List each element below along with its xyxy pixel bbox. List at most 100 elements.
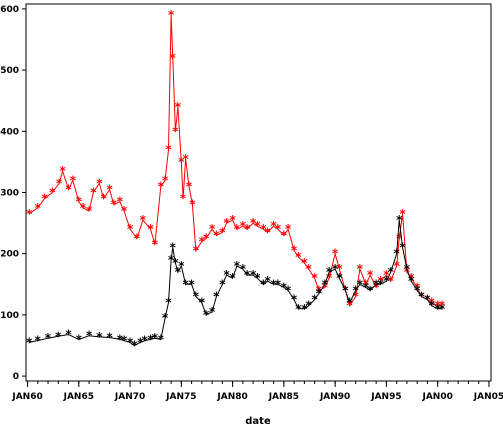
data-point: * [213,290,220,304]
y-tick-label: 600 [0,5,19,15]
data-point: * [362,280,369,294]
data-point: * [399,241,406,255]
data-point: * [100,192,107,206]
data-point: * [203,231,210,245]
data-point: * [438,299,445,313]
y-tick-label: 300 [0,189,19,199]
data-point: * [291,244,298,258]
data-point: * [233,222,240,236]
data-point: * [315,283,322,297]
data-point: * [291,293,298,307]
data-point: * [244,222,251,236]
data-point: * [172,256,179,270]
data-point: * [383,268,390,282]
data-point: * [336,262,343,276]
data-point: * [274,222,281,236]
data-point: * [147,332,154,346]
data-point: * [285,283,292,297]
data-point: * [264,225,271,239]
data-point: * [321,277,328,291]
data-point: * [285,222,292,236]
series-1: * ** *************************************… [26,8,446,313]
data-point: * [161,173,168,187]
data-point: * [120,334,127,348]
data-point: * [147,222,154,236]
data-point: * [270,219,277,233]
data-point: * [393,259,400,273]
data-point: * [373,280,380,294]
data-point: * [295,302,302,316]
data-point: * [352,283,359,297]
data-point: * [178,155,185,169]
data-point: * [377,277,384,291]
y-tick-label: 100 [0,311,19,321]
data-point: * [69,173,76,187]
data-point: * [280,280,287,294]
data-point: * [393,247,400,261]
data-point: * [403,265,410,279]
data-point: * [264,274,271,288]
data-point: * [399,207,406,221]
x-axis: JAN60 JAN65 JAN70 JAN75 JAN80 JAN85 JAN90 JAN95… [11,381,503,402]
data-point: * [188,277,195,291]
data-point: * [172,124,179,138]
data-point: * [192,290,199,304]
data-point: * [403,262,410,276]
x-axis-title: date [245,416,271,427]
data-point: * [438,302,445,316]
y-axis: 0 100 200 300 400 500 600 [0,5,26,382]
data-point: * [34,334,41,348]
data-point: * [34,201,41,215]
x-tick-label: JAN90 [319,392,350,402]
data-point: * [301,302,308,316]
data-point: * [367,268,374,282]
data-point: * [239,219,246,233]
data-point: * [198,234,205,248]
data-point: * [408,271,415,285]
data-point: * [249,216,256,230]
data-point: * [305,299,312,313]
data-point: * [424,293,431,307]
data-point: * [157,179,164,193]
data-point: * [167,253,174,267]
data-point: * [356,277,363,291]
data-point: * [167,8,174,22]
data-point: * [428,299,435,313]
data-point: * [75,195,82,209]
data-point: * [96,330,103,344]
data-point: * [352,290,359,304]
data-point: * [332,262,339,276]
data-point: * [301,256,308,270]
data-point: * [219,277,226,291]
data-point: * [373,277,380,291]
data-point: * [383,274,390,288]
data-point: * [131,339,138,353]
data-point: * [223,268,230,282]
data-point: * [151,331,158,345]
data-point: * [356,262,363,276]
x-tick-label: JAN00 [421,392,452,402]
y-tick-label: 500 [0,66,19,76]
data-point: * [85,204,92,218]
data-point: * [185,179,192,193]
data-point: * [174,100,181,114]
series-layer: * ** *************************************… [26,8,446,352]
data-point: * [377,274,384,288]
data-point: * [213,228,220,242]
data-point: * [126,335,133,349]
data-point: * [326,271,333,285]
data-point: * [169,241,176,255]
data-point: * [96,176,103,190]
data-point: * [133,231,140,245]
data-point: * [311,271,318,285]
data-point: * [151,238,158,252]
data-point: * [346,296,353,310]
data-point: * [260,222,267,236]
data-point: * [414,283,421,297]
data-point: * [41,192,48,206]
data-point: * [305,262,312,276]
series-2: * * * * * * * * * *******************************… [26,213,446,352]
data-point: * [244,268,251,282]
data-point: * [315,286,322,300]
data-point: * [239,262,246,276]
